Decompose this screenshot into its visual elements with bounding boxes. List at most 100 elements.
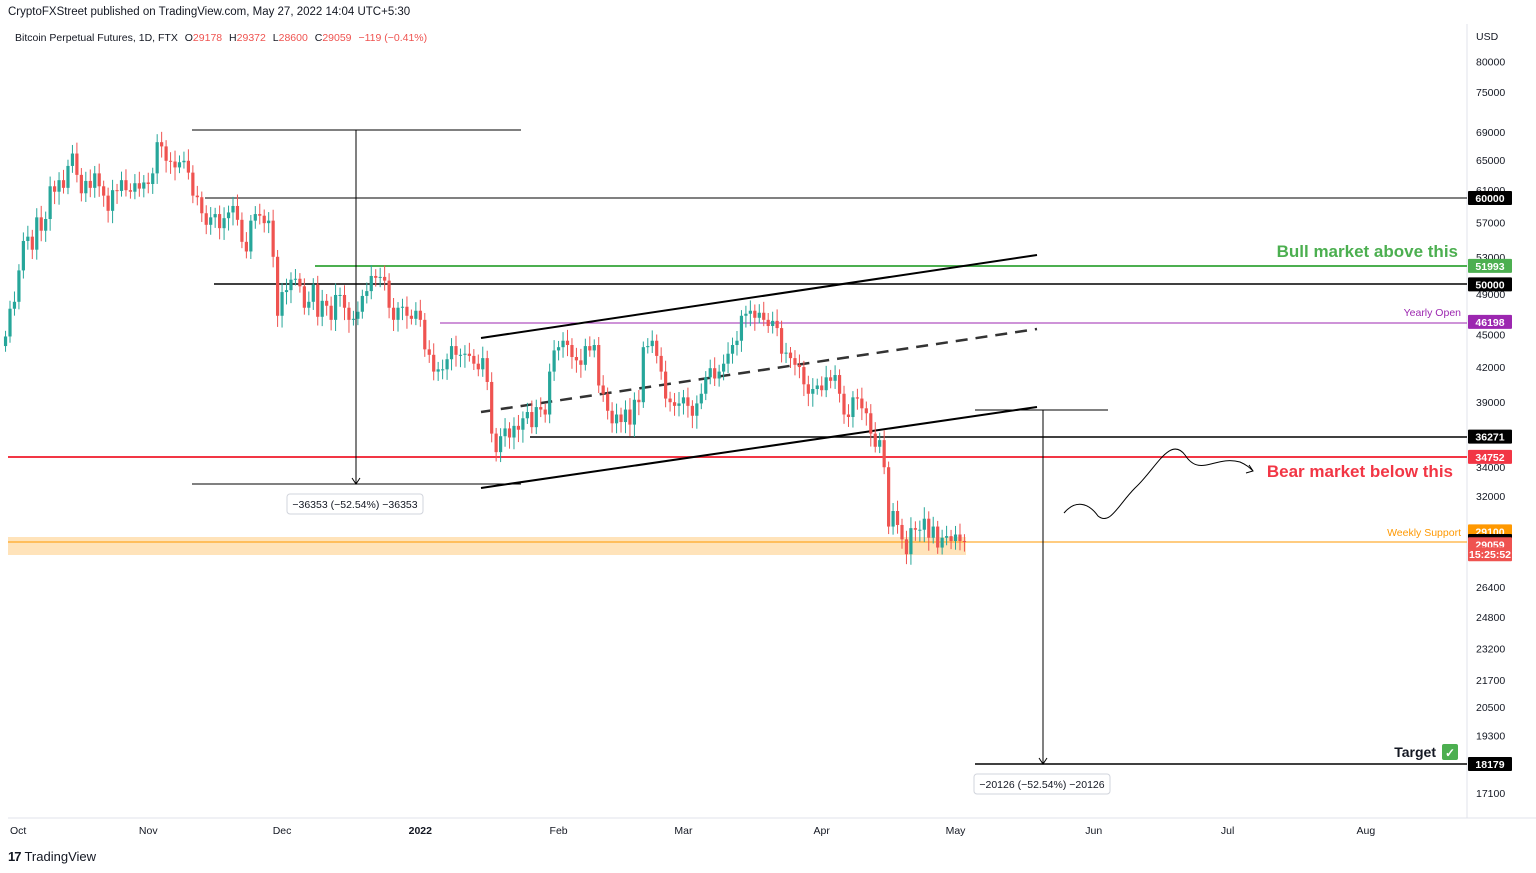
ohlc-open: 29178	[193, 32, 222, 44]
candle-body	[855, 397, 859, 399]
candle-body	[677, 403, 681, 406]
candle-body	[467, 353, 471, 356]
measure1-label: −36353 (−52.54%) −36353	[292, 499, 417, 511]
candle-body	[655, 340, 659, 356]
candle-body	[802, 367, 806, 385]
candle-body	[75, 153, 79, 175]
candle-body	[472, 355, 476, 364]
yearly-open-label: Yearly Open	[1404, 307, 1462, 319]
candle-body	[298, 278, 302, 287]
time-tick-label: Oct	[10, 825, 26, 837]
candle-body	[258, 214, 262, 216]
measure1-arrowhead	[351, 477, 361, 485]
time-tick-label: Jul	[1221, 825, 1234, 837]
price-tick-label: 45000	[1476, 329, 1505, 341]
candle-body	[623, 409, 628, 423]
candle-body	[882, 440, 886, 468]
candle-body	[160, 142, 164, 147]
candle-body	[115, 190, 119, 192]
candle-body	[271, 220, 275, 257]
candle-body	[427, 349, 431, 355]
candle-body	[351, 318, 356, 320]
candle-body	[842, 393, 846, 415]
candle-body	[499, 436, 503, 453]
candle-body	[302, 286, 306, 308]
candle-body	[646, 346, 650, 348]
candle-body	[222, 218, 226, 229]
candle-body	[396, 307, 400, 320]
candle-body	[137, 183, 141, 189]
candle-body	[579, 360, 583, 365]
candle-body	[84, 180, 88, 194]
price-tick-label: 32000	[1476, 491, 1505, 503]
candle-body	[423, 319, 427, 350]
ohlc-change: −119 (−0.41%)	[358, 32, 427, 44]
measure2-label: −20126 (−52.54%) −20126	[979, 779, 1104, 791]
candle-body	[762, 312, 766, 320]
candle-body	[110, 190, 115, 211]
candle-body	[945, 536, 949, 538]
candle-body	[360, 295, 364, 312]
candle-body	[931, 526, 935, 538]
candle-body	[244, 241, 248, 252]
candle-body	[918, 529, 922, 531]
candle-body	[267, 220, 271, 224]
candle-body	[240, 219, 244, 242]
ohlc-low: 28600	[279, 32, 308, 44]
price-badge	[1468, 449, 1512, 464]
candle-body	[873, 433, 877, 447]
candle-body	[235, 205, 240, 220]
candle-body	[481, 358, 485, 370]
candle-body	[204, 213, 208, 225]
candle-body	[775, 320, 779, 329]
candle-body	[704, 377, 708, 394]
candle-body	[387, 280, 391, 308]
candle-body	[664, 371, 668, 399]
price-tick-label: 26400	[1476, 582, 1505, 594]
candle-body	[342, 294, 347, 308]
candle-body	[757, 312, 761, 318]
ohlc-open-label: O	[185, 32, 193, 44]
candle-body	[628, 409, 632, 425]
candle-body	[699, 393, 703, 404]
candle-body	[556, 347, 561, 351]
price-tick-label: 49000	[1476, 289, 1505, 301]
candle-body	[48, 186, 52, 219]
candle-body	[958, 534, 962, 541]
price-badge	[1468, 429, 1512, 444]
candle-body	[887, 467, 891, 527]
candle-body	[650, 340, 654, 347]
candle-body	[39, 217, 43, 231]
price-axis: 8000075000690006500061000570005300049000…	[1476, 57, 1505, 800]
candle-body	[44, 218, 48, 231]
candle-body	[3, 336, 8, 347]
candle-body	[860, 398, 864, 409]
time-tick-label: Feb	[550, 825, 568, 837]
candle-body	[574, 357, 579, 361]
bull-market-label: Bull market above this	[1277, 242, 1458, 261]
publish-info: CryptoFXStreet published on TradingView.…	[8, 6, 411, 18]
candle-body	[213, 214, 217, 218]
candle-body	[405, 306, 409, 316]
candle-body	[191, 172, 195, 196]
candle-body	[93, 173, 97, 188]
channel-upper-line	[480, 254, 1038, 339]
candle-body	[730, 345, 735, 354]
measure2-arrowhead	[1038, 757, 1048, 765]
currency-label: USD	[1476, 31, 1499, 43]
price-badge-label: 15:25:52	[1469, 549, 1511, 561]
candle-body	[672, 402, 677, 406]
candle-body	[53, 186, 57, 192]
candle-body	[641, 347, 645, 403]
candle-body	[922, 518, 926, 530]
candle-body	[659, 355, 663, 372]
time-tick-label: Dec	[273, 825, 292, 837]
candle-body	[597, 345, 601, 386]
price-badge-label: 51993	[1475, 261, 1504, 273]
candle-body	[936, 526, 940, 548]
candle-body	[26, 236, 30, 241]
price-tick-label: 57000	[1476, 217, 1505, 229]
candle-body	[365, 291, 369, 296]
candle-body	[779, 328, 784, 354]
